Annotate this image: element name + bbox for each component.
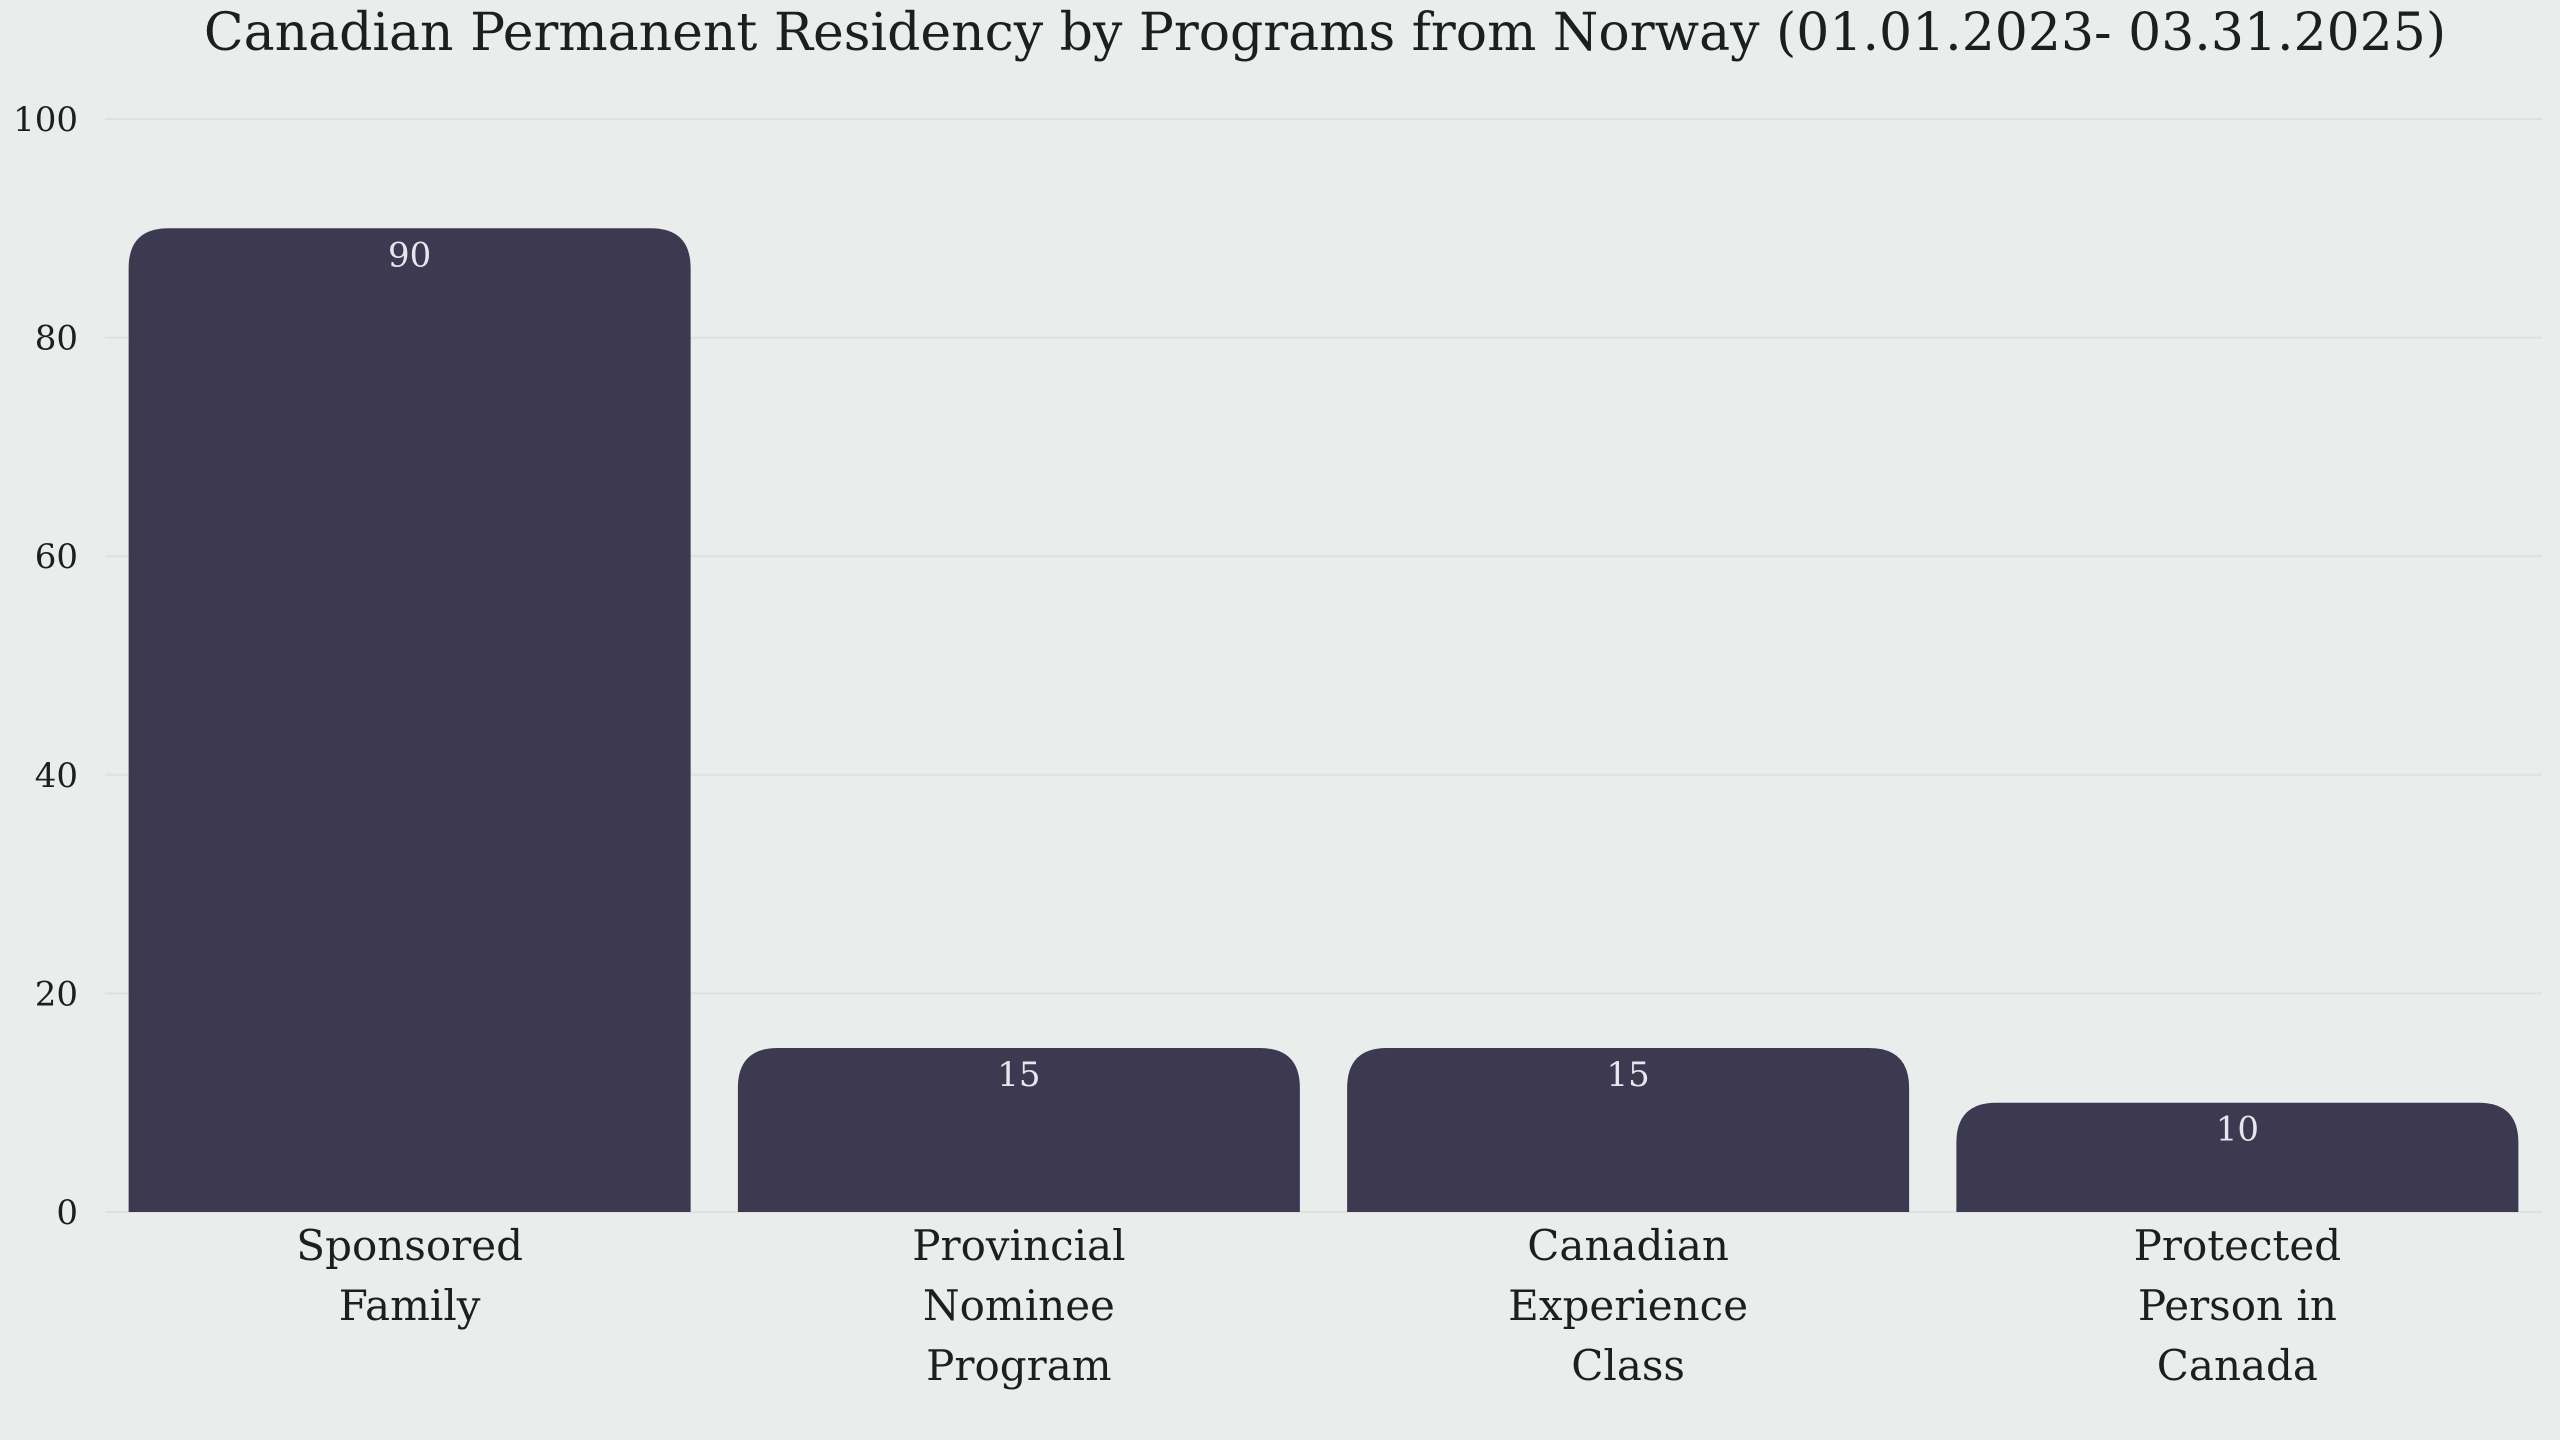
bar xyxy=(737,1048,1300,1212)
y-tick-label: 100 xyxy=(13,100,78,140)
bars xyxy=(128,228,2519,1213)
data-label: 15 xyxy=(1606,1055,1649,1095)
data-label: 90 xyxy=(388,235,431,275)
x-axis-tick-labels: Sponsored Family Provincial Nominee Program C… xyxy=(296,1221,2341,1390)
x-tick-label: Protected Person in Canada xyxy=(2134,1221,2342,1390)
bar xyxy=(128,228,691,1213)
y-tick-label: 80 xyxy=(35,319,78,359)
data-labels: 90 15 15 10 xyxy=(388,235,2259,1149)
chart-title: Canadian Permanent Residency by Programs… xyxy=(204,3,2446,63)
x-tick-label: Canadian Experience Class xyxy=(1508,1221,1748,1390)
y-tick-label: 0 xyxy=(56,1193,78,1233)
x-tick-label: Sponsored Family xyxy=(296,1221,523,1330)
x-tick-label: Provincial Nominee Program xyxy=(912,1221,1125,1390)
data-label: 10 xyxy=(2216,1110,2259,1150)
y-axis-tick-labels: 0 20 40 60 80 100 xyxy=(13,100,78,1233)
y-tick-label: 40 xyxy=(35,756,78,796)
bar xyxy=(1956,1102,2519,1212)
y-tick-label: 60 xyxy=(35,537,78,577)
bar xyxy=(1347,1048,1910,1212)
y-tick-label: 20 xyxy=(35,974,78,1014)
data-label: 15 xyxy=(997,1055,1040,1095)
